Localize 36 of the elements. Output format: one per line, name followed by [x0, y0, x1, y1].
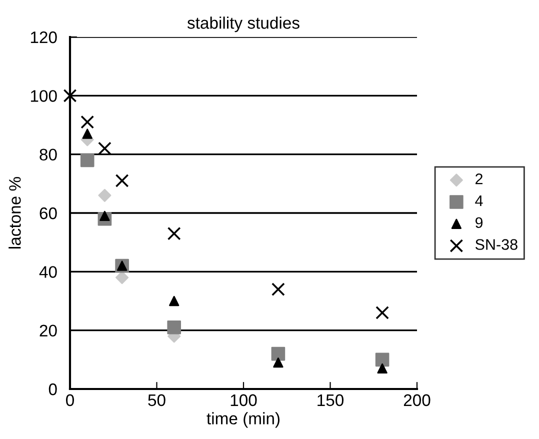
point [63, 88, 77, 102]
point [273, 358, 284, 368]
point [376, 306, 390, 320]
y-tick-label: 80 [40, 148, 57, 161]
legend-label: 2 [476, 173, 482, 184]
point [377, 363, 388, 374]
point [167, 226, 181, 240]
x-tick-label: 0 [66, 394, 74, 406]
point [271, 346, 286, 361]
y-tick-label: 0 [48, 383, 57, 396]
point [167, 320, 182, 334]
point [375, 352, 390, 367]
legend-label: 9 [475, 217, 483, 228]
point [271, 282, 285, 296]
point [98, 188, 112, 202]
legend-label: SN-38 [475, 239, 518, 250]
y-axis-title: lactone % [8, 176, 21, 248]
point [115, 174, 129, 188]
point [98, 142, 112, 156]
point [116, 271, 129, 284]
point [82, 128, 92, 139]
x-tick-label: 200 [404, 394, 430, 406]
legend-label: 4 [475, 196, 483, 206]
point [80, 115, 94, 129]
x-axis-title: time (min) [206, 412, 280, 428]
point [169, 296, 180, 306]
x-tick-label: 100 [230, 394, 257, 406]
y-tick-label: 40 [39, 266, 57, 278]
y-tick-label: 60 [40, 207, 57, 220]
chart-title: stability studies [187, 16, 300, 32]
y-tick-label: 20 [40, 324, 57, 337]
y-tick-label: 120 [30, 31, 57, 44]
x-tick-label: 50 [148, 394, 166, 406]
y-tick-label: 100 [30, 90, 57, 102]
point [80, 153, 94, 168]
x-tick-label: 150 [318, 394, 344, 406]
